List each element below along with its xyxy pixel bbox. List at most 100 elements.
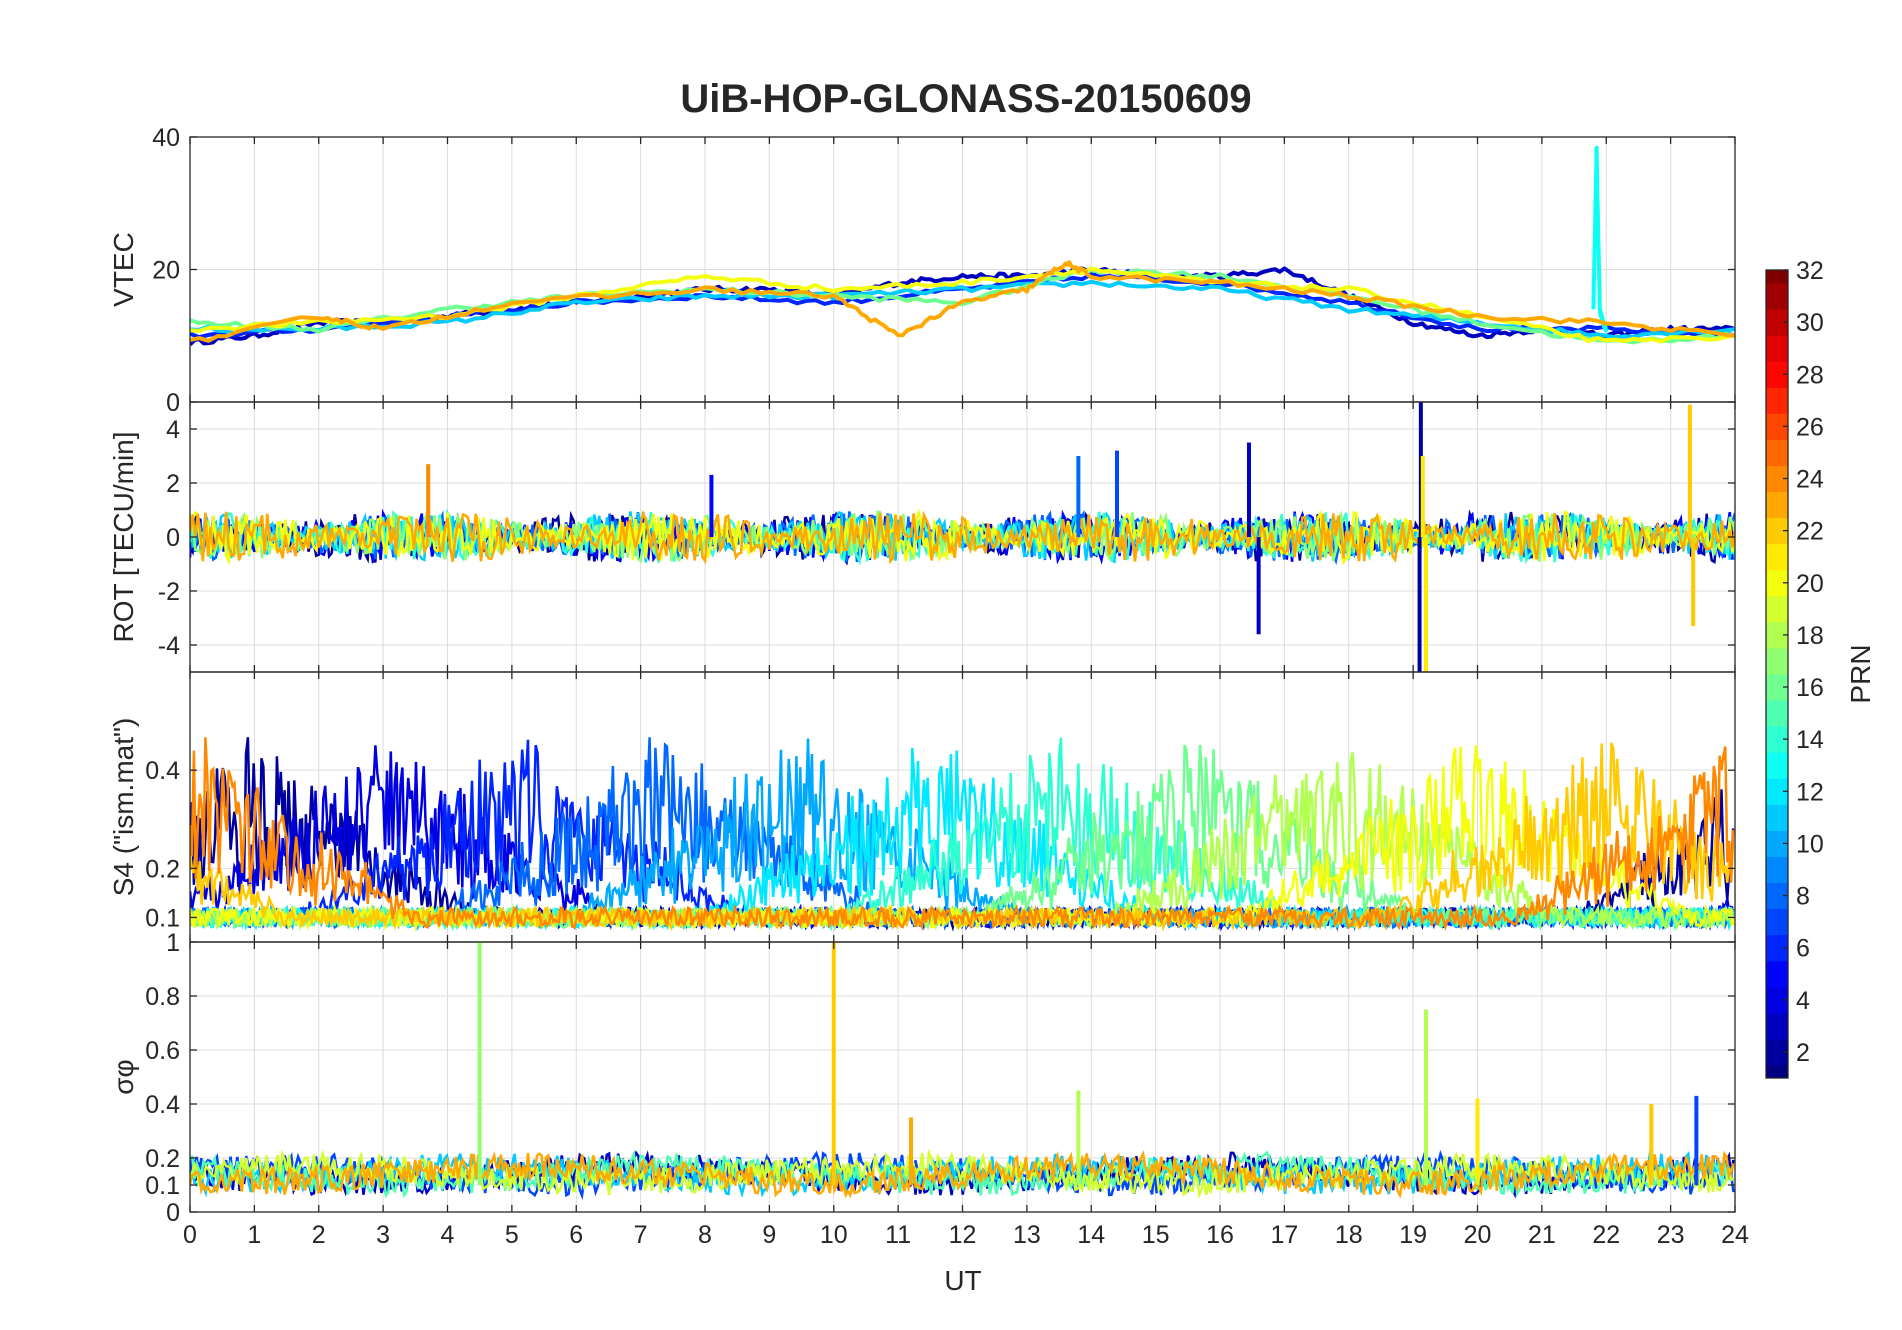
xtick-2: 2 <box>312 1221 326 1249</box>
ytick-rot-3: 2 <box>166 470 180 498</box>
ytick-rot-1: -2 <box>158 578 180 606</box>
xtick-1: 1 <box>247 1221 261 1249</box>
colorbar-swatch-11 <box>1766 804 1788 831</box>
colorbar-tick-1: 4 <box>1796 987 1810 1015</box>
ytick-sigma-4: 0.6 <box>145 1037 180 1065</box>
ylabel-vtec: VTEC <box>108 232 139 307</box>
colorbar-swatch-5 <box>1766 960 1788 988</box>
ytick-vtec-2: 40 <box>152 124 180 152</box>
xtick-17: 17 <box>1270 1221 1298 1249</box>
colorbar-swatch-32 <box>1766 269 1788 284</box>
colorbar-swatch-15 <box>1766 700 1788 727</box>
colorbar-swatch-8 <box>1766 882 1788 910</box>
colorbar-swatch-1 <box>1766 1064 1788 1079</box>
ytick-s4-0: 0.1 <box>145 904 180 932</box>
xtick-3: 3 <box>376 1221 390 1249</box>
series-rot-prn-23 <box>190 509 1735 565</box>
panel-rot: -4 -2 0 2 4 ROT [TECU/min] <box>108 401 1736 673</box>
xtick-18: 18 <box>1335 1221 1363 1249</box>
colorbar-frame <box>1765 269 1789 1079</box>
colorbar-swatch-2 <box>1766 1038 1788 1066</box>
colorbar-swatch-18 <box>1766 621 1788 649</box>
panel-s4: 0.1 0.2 0.4S4 ("ism.mat") <box>108 671 1736 943</box>
ytick-vtec-1: 20 <box>152 257 180 285</box>
colorbar-tick-13: 28 <box>1796 361 1824 389</box>
chart-title: UiB-HOP-GLONASS-20150609 <box>680 77 1251 121</box>
data-rot <box>190 402 1735 672</box>
colorbar-swatch-28 <box>1766 361 1788 388</box>
colorbar-swatch-31 <box>1766 283 1788 310</box>
xtick-12: 12 <box>949 1221 977 1249</box>
colorbar-tick-2: 6 <box>1796 935 1810 963</box>
ytick-s4-2: 0.4 <box>145 757 180 785</box>
colorbar-swatch-27 <box>1766 387 1788 414</box>
series-vtec-prn-23 <box>190 260 1735 343</box>
xtick-4: 4 <box>441 1221 455 1249</box>
xtick-10: 10 <box>820 1221 848 1249</box>
colorbar-swatch-30 <box>1766 309 1788 336</box>
xtick-20: 20 <box>1464 1221 1492 1249</box>
colorbar-swatch-24 <box>1766 465 1788 493</box>
ytick-s4-1: 0.2 <box>145 855 180 883</box>
colorbar-tick-0: 2 <box>1796 1039 1810 1067</box>
ytick-sigma-1: 0.1 <box>145 1172 180 1200</box>
panel-vtec: 0 20 40 VTEC <box>108 124 1736 417</box>
series-s4-prn-24 <box>190 737 1735 932</box>
xtick-0: 0 <box>183 1221 197 1249</box>
xtick-21: 21 <box>1528 1221 1556 1249</box>
colorbar-tick-8: 18 <box>1796 622 1824 650</box>
colorbar-swatch-16 <box>1766 674 1788 701</box>
xtick-22: 22 <box>1592 1221 1620 1249</box>
ytick-sigma-3: 0.4 <box>145 1091 180 1119</box>
ytick-sigma-5: 0.8 <box>145 983 180 1011</box>
ytick-sigma-6: 1 <box>166 929 180 957</box>
colorbar-swatch-29 <box>1766 335 1788 362</box>
xtick-24: 24 <box>1721 1221 1749 1249</box>
ytick-rot-0: -4 <box>158 632 180 660</box>
series-vtec-prn-16 <box>190 268 1735 345</box>
colorbar-swatch-20 <box>1766 569 1788 597</box>
ytick-rot-4: 4 <box>166 416 180 444</box>
colorbar-tick-12: 26 <box>1796 413 1824 441</box>
xtick-6: 6 <box>569 1221 583 1249</box>
ylabel-s4: S4 ("ism.mat") <box>108 718 139 897</box>
colorbar-swatch-13 <box>1766 752 1788 779</box>
ytick-vtec-0: 0 <box>166 389 180 417</box>
colorbar-tick-10: 22 <box>1796 518 1824 546</box>
x-tick-labels: 0 1 2 3 4 5 6 7 8 9 10 11 12 13 14 15 16 17 18 19 20 21 22 23 24 <box>183 1221 1749 1249</box>
colorbar-tick-5: 12 <box>1796 778 1824 806</box>
colorbar-swatch-25 <box>1766 439 1788 466</box>
colorbar-swatch-23 <box>1766 491 1788 519</box>
colorbar-swatch-3 <box>1766 1012 1788 1040</box>
colorbar-tick-7: 16 <box>1796 674 1824 702</box>
colorbar-tick-3: 8 <box>1796 883 1810 911</box>
colorbar-swatch-7 <box>1766 908 1788 936</box>
xtick-15: 15 <box>1142 1221 1170 1249</box>
colorbar-swatch-4 <box>1766 986 1788 1014</box>
colorbar-swatch-26 <box>1766 413 1788 440</box>
xtick-13: 13 <box>1013 1221 1041 1249</box>
ytick-sigma-2: 0.2 <box>145 1145 180 1173</box>
xtick-23: 23 <box>1657 1221 1685 1249</box>
xtick-7: 7 <box>634 1221 648 1249</box>
colorbar-swatch-19 <box>1766 595 1788 623</box>
grid-vtec <box>189 136 1736 403</box>
colorbar-tick-6: 14 <box>1796 726 1824 754</box>
colorbar-swatch-9 <box>1766 856 1788 884</box>
ytick-rot-2: 0 <box>166 524 180 552</box>
colorbar-swatch-10 <box>1766 830 1788 857</box>
colorbar-tick-14: 30 <box>1796 309 1824 337</box>
panel-sigma: 00.10.2 0.4 0.6 0.8 1 σφ <box>108 929 1736 1227</box>
colorbar-swatch-21 <box>1766 543 1788 571</box>
ylabel-sigma: σφ <box>108 1059 139 1094</box>
colorbar-swatch-22 <box>1766 517 1788 545</box>
xtick-14: 14 <box>1077 1221 1105 1249</box>
data-s4 <box>190 737 1735 932</box>
colorbar-swatch-6 <box>1766 934 1788 962</box>
xtick-19: 19 <box>1399 1221 1427 1249</box>
xtick-5: 5 <box>505 1221 519 1249</box>
colorbar-swatch-17 <box>1766 647 1788 675</box>
